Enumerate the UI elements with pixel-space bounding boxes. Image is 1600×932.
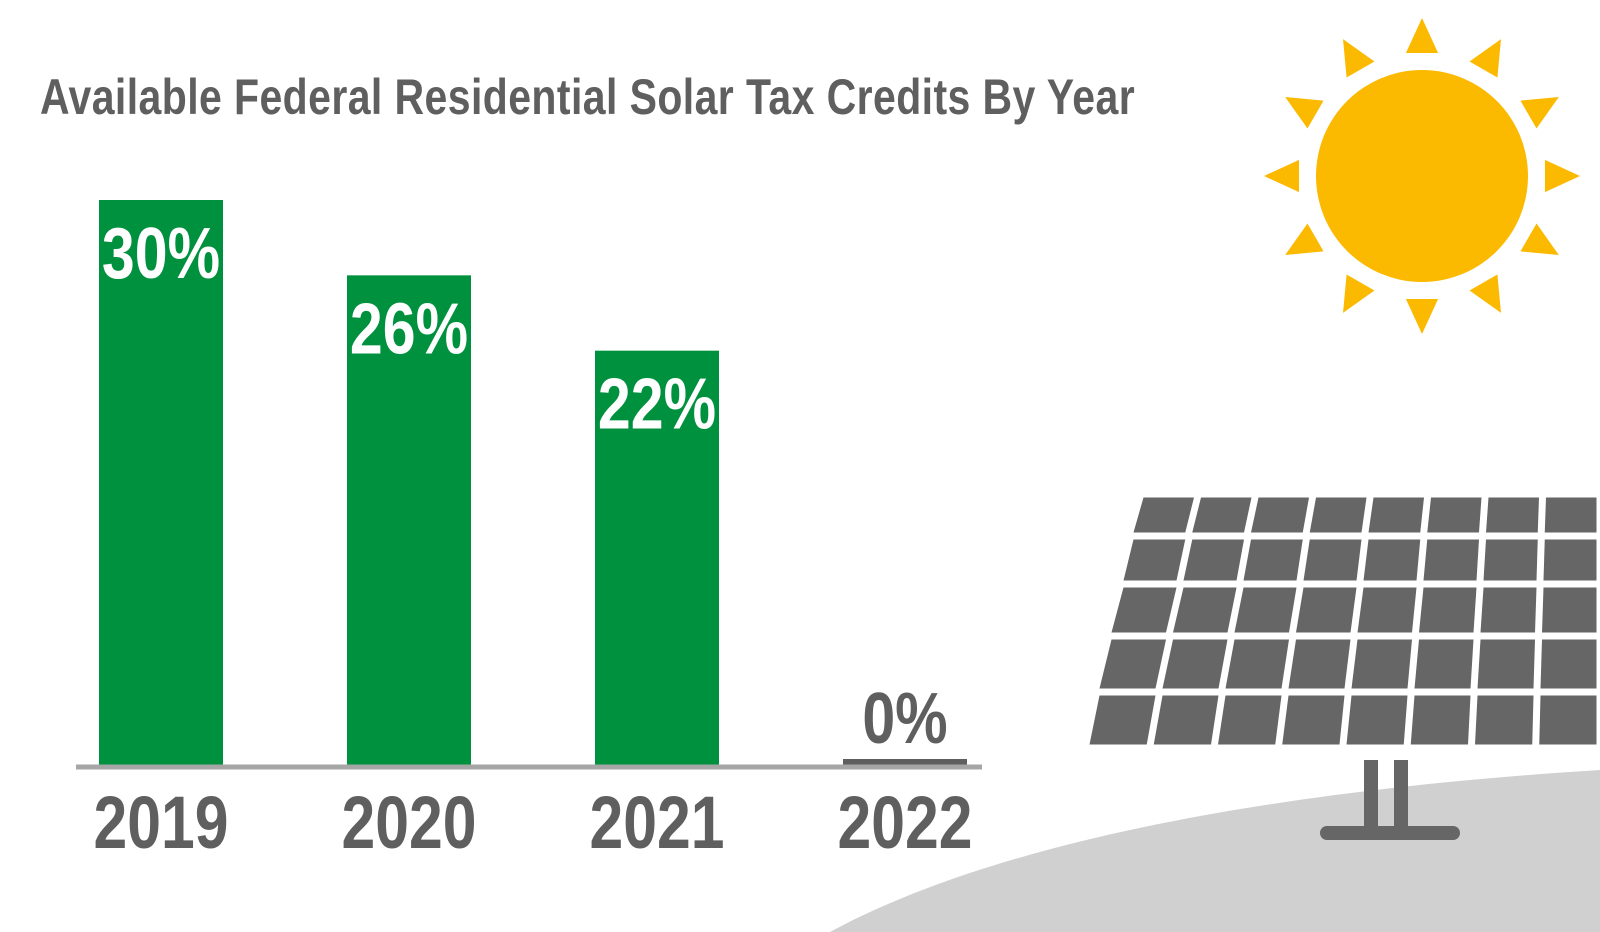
bar-2020 <box>347 275 471 765</box>
solar-panel-cell <box>1234 587 1297 633</box>
x-tick-label: 2019 <box>94 782 229 864</box>
chart-title: Available Federal Residential Solar Tax … <box>40 69 1136 125</box>
bar-value-label: 0% <box>862 677 947 758</box>
solar-panel-post <box>1364 760 1378 840</box>
solar-panel-cell <box>1225 639 1289 689</box>
solar-panel-cell <box>1544 497 1597 533</box>
x-tick-label: 2021 <box>590 782 725 864</box>
solar-panel-cell <box>1303 539 1362 581</box>
bar-value-label: 30% <box>102 212 220 293</box>
bar-value-label: 26% <box>350 288 468 369</box>
solar-panel-cell <box>1427 497 1482 533</box>
solar-panel-cell <box>1243 539 1303 581</box>
solar-panel-cell <box>1475 695 1534 745</box>
solar-panel-cell <box>1357 587 1417 633</box>
solar-panel-cell <box>1192 497 1252 533</box>
bar-2021 <box>595 350 719 765</box>
x-tick-label: 2020 <box>342 782 477 864</box>
solar-panel-cell <box>1363 539 1421 581</box>
sun-ray <box>1405 298 1439 334</box>
sun-ray <box>1264 159 1300 193</box>
solar-panel-cell <box>1486 497 1539 533</box>
sun-ray <box>1405 18 1439 54</box>
solar-panel-cell <box>1480 587 1537 633</box>
solar-panel-cell <box>1123 539 1186 581</box>
solar-panel-cell <box>1183 539 1244 581</box>
sun-icon <box>1264 18 1580 334</box>
solar-panel-cell <box>1173 587 1237 633</box>
solar-panel-cell <box>1218 695 1282 745</box>
solar-panel-cell <box>1543 539 1597 581</box>
solar-panel-cell <box>1483 539 1538 581</box>
solar-panel-cell <box>1282 695 1345 745</box>
solar-panel-cell <box>1540 639 1597 689</box>
solar-panel-cell <box>1368 497 1424 533</box>
x-tick-label: 2022 <box>838 782 973 864</box>
solar-panel-cell <box>1288 639 1351 689</box>
solar-panel-cell <box>1477 639 1535 689</box>
sun-ray <box>1520 97 1559 129</box>
solar-panel-cell <box>1162 639 1228 689</box>
sun-disk <box>1316 70 1528 282</box>
solar-panel-foot <box>1320 826 1460 840</box>
solar-panel-cell <box>1133 497 1194 533</box>
solar-panel-cell <box>1251 497 1309 533</box>
sun-ray <box>1285 97 1324 129</box>
sun-ray <box>1343 39 1375 78</box>
sun-ray <box>1343 274 1375 313</box>
solar-panel-cell <box>1410 695 1471 745</box>
solar-panel-cell <box>1414 639 1474 689</box>
solar-panel-cell <box>1296 587 1357 633</box>
solar-panel-cell <box>1089 695 1156 745</box>
solar-panel-cell <box>1111 587 1177 633</box>
solar-panel-cell <box>1539 695 1597 745</box>
solar-panel-cell <box>1309 497 1367 533</box>
sun-ray <box>1520 223 1559 255</box>
solar-panel-post <box>1394 760 1408 840</box>
sun-ray <box>1469 39 1501 78</box>
solar-panel-cell <box>1346 695 1408 745</box>
sun-ray <box>1469 274 1501 313</box>
solar-panel-cell <box>1153 695 1219 745</box>
solar-panel-cell <box>1419 587 1477 633</box>
solar-panel-cell <box>1542 587 1597 633</box>
sun-ray <box>1285 223 1324 255</box>
solar-panel-cell <box>1423 539 1479 581</box>
solar-panel-cell <box>1099 639 1166 689</box>
bar-2019 <box>99 200 223 765</box>
solar-panel-cell <box>1351 639 1412 689</box>
sun-ray <box>1544 159 1580 193</box>
bar-2022 <box>843 759 967 765</box>
bar-value-label: 22% <box>598 363 716 444</box>
solar-panel-icon <box>1089 497 1597 840</box>
